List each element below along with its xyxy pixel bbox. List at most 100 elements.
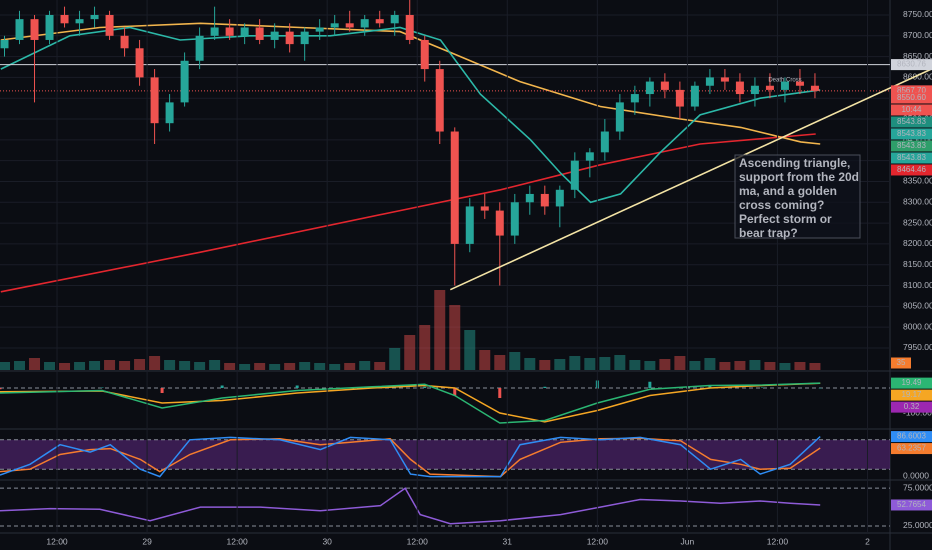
candle-body <box>345 23 354 28</box>
volume-tag-label: 35 <box>897 358 906 367</box>
candle-body <box>30 19 39 40</box>
volume-bar <box>74 362 86 370</box>
y-tick-label: 8000.00 <box>903 321 932 331</box>
x-tick-label: 12:00 <box>46 536 68 546</box>
candle-body <box>360 19 369 28</box>
volume-bar <box>644 361 656 370</box>
volume-bar <box>404 335 416 370</box>
y-tick-label: 25.0000 <box>903 520 932 530</box>
y-tick-label: 8150.00 <box>903 259 932 269</box>
y-tick-label: 0.0000 <box>903 470 929 480</box>
volume-bar <box>89 361 101 370</box>
candle-body <box>555 189 564 207</box>
volume-bar <box>539 360 551 370</box>
y-tick-label: 8200.00 <box>903 238 932 248</box>
price-tag <box>891 152 932 164</box>
x-tick-label: 12:00 <box>587 536 609 546</box>
price-tag-label: 8567.70 <box>897 86 926 95</box>
x-tick-label: 12:00 <box>226 536 248 546</box>
candle-body <box>630 94 639 103</box>
volume-bar <box>554 359 566 370</box>
candle-body <box>570 160 579 190</box>
y-tick-label: 8700.00 <box>903 30 932 40</box>
price-tag <box>891 92 932 104</box>
price-tag <box>891 59 932 71</box>
band <box>0 439 890 470</box>
candle-body <box>510 202 519 236</box>
candle-body <box>675 89 684 107</box>
marker-text: Death Cross <box>768 78 801 84</box>
candle-body <box>735 81 744 95</box>
candle-body <box>810 85 819 91</box>
histogram-bar <box>708 385 712 388</box>
candle-body <box>390 14 399 24</box>
price-tag <box>891 431 932 443</box>
volume-bar <box>659 359 671 370</box>
volume-bar <box>269 364 281 370</box>
price-tag <box>891 140 932 152</box>
volume-bar <box>209 360 221 370</box>
candle-body <box>525 193 534 203</box>
histogram-bar <box>423 386 427 388</box>
candle-body <box>240 27 249 36</box>
volume-bar <box>0 362 11 370</box>
candle-body <box>270 31 279 40</box>
y-tick-label: 8100.00 <box>903 280 932 290</box>
price-tag-label: 8464.46 <box>897 165 926 174</box>
y-tick-label: 8300.00 <box>903 197 932 207</box>
price-tag <box>891 128 932 140</box>
volume-bar <box>494 355 506 370</box>
volume-bar <box>119 361 131 370</box>
candle-body <box>15 19 24 40</box>
x-tick-label: 31 <box>503 536 513 546</box>
candle-body <box>405 14 414 40</box>
volume-bar <box>314 363 326 370</box>
candle-body <box>225 27 234 36</box>
candle-body <box>750 85 759 95</box>
volume-bar <box>239 364 251 370</box>
price-tag-label: 8550.60 <box>897 93 926 102</box>
price-tag <box>891 499 932 511</box>
price-tag-label: 8630.76 <box>897 60 926 69</box>
indicator-line <box>0 436 821 478</box>
candle-body <box>540 193 549 207</box>
volume-bar <box>14 361 26 370</box>
indicator-line <box>0 382 821 423</box>
candle-body <box>330 23 339 28</box>
volume-bar <box>629 360 641 370</box>
trendline <box>449 68 932 291</box>
volume-bar <box>584 358 596 370</box>
volume-bar <box>779 363 791 370</box>
volume-bar <box>749 360 761 370</box>
y-tick-label: 8600.00 <box>903 72 932 82</box>
candle-body <box>315 27 324 32</box>
candle-body <box>720 77 729 82</box>
histogram-bar <box>100 387 104 388</box>
volume-bar <box>524 358 536 370</box>
moving-average <box>0 22 821 145</box>
volume-bar <box>614 355 626 370</box>
volume-bar <box>674 356 686 370</box>
candle-body <box>255 27 264 40</box>
price-tag-label: 10:44 <box>901 105 922 114</box>
volume-bar <box>809 363 821 370</box>
candle-body <box>585 152 594 161</box>
price-tag-label: 19.17 <box>901 390 922 399</box>
candle-body <box>75 19 84 24</box>
price-tag <box>891 164 932 176</box>
candle-body <box>435 69 444 132</box>
annotation-text: support from the 20d <box>739 170 859 184</box>
candle-body <box>660 81 669 90</box>
y-tick-label: 8250.00 <box>903 217 932 227</box>
moving-average <box>0 133 816 293</box>
indicator-line <box>0 382 821 424</box>
volume-bar <box>179 361 191 370</box>
volume-bar <box>194 362 206 370</box>
candle-body <box>210 27 219 36</box>
volume-bar <box>719 362 731 370</box>
volume-bar <box>599 357 611 370</box>
volume-bar <box>329 364 341 370</box>
y-tick-label: 75.0000 <box>903 482 932 492</box>
candle-body <box>420 39 429 70</box>
